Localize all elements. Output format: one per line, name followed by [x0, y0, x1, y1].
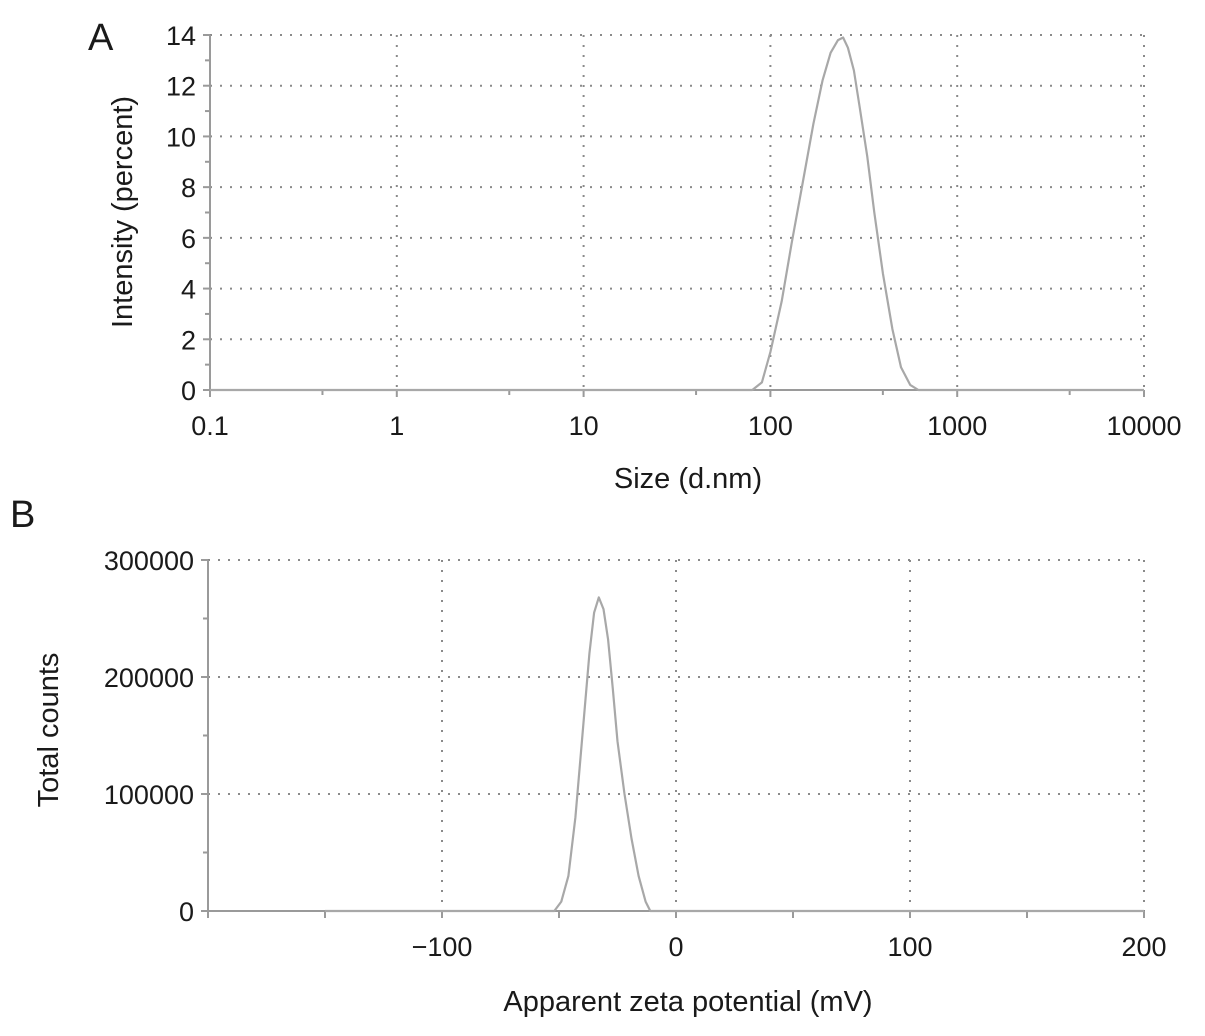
- panel-a-x-axis-title: Size (d.nm): [614, 463, 762, 495]
- panel-a-y-tick-label: 12: [166, 72, 196, 102]
- panel-b-grid: [208, 559, 1145, 911]
- panel-a-y-axis-title: Intensity (percent): [107, 96, 139, 328]
- panel-b-x-tick-label: 200: [1121, 932, 1166, 962]
- panel-b-axes: [201, 559, 1145, 918]
- panel-b: B −100 0 100 200 0 100000 200000 300000 Apparen…: [10, 494, 1167, 1018]
- panel-a-series-line: [210, 36, 1144, 392]
- panel-a-x-tick-label: 1000: [927, 411, 987, 441]
- panel-a-axes: [203, 34, 1145, 397]
- panel-b-label: B: [10, 494, 35, 536]
- panel-b-tick-labels: −100 0 100 200 0 100000 200000 300000: [104, 546, 1167, 962]
- panel-a-x-tick-label: 10000: [1106, 411, 1181, 441]
- panel-a-y-tick-label: 6: [181, 224, 196, 254]
- panel-b-x-axis-title: Apparent zeta potential (mV): [503, 986, 872, 1018]
- panel-a-label: A: [88, 17, 114, 59]
- panel-b-y-axis-title: Total counts: [33, 653, 65, 808]
- panel-b-x-tick-label: 0: [668, 932, 683, 962]
- panel-a-grid: [210, 34, 1145, 390]
- panel-a-x-tick-label: 0.1: [191, 411, 229, 441]
- panel-a-y-tick-label: 0: [181, 376, 196, 406]
- panel-b-x-tick-label: −100: [412, 932, 473, 962]
- panel-a: A 0.1 1 10 100 1000 10000 0 2 4 6 8 10 12 14 Size (d.…: [88, 17, 1182, 495]
- panel-b-y-tick-label: 100000: [104, 780, 194, 810]
- panel-a-x-tick-label: 100: [748, 411, 793, 441]
- panel-b-y-tick-label: 0: [179, 897, 194, 927]
- panel-b-x-tick-label: 100: [887, 932, 932, 962]
- panel-b-y-tick-label: 300000: [104, 546, 194, 576]
- panel-a-x-tick-label: 1: [389, 411, 404, 441]
- panel-a-tick-labels: 0.1 1 10 100 1000 10000 0 2 4 6 8 10 12 14: [166, 21, 1182, 441]
- panel-a-y-tick-label: 2: [181, 325, 196, 355]
- panel-a-y-tick-label: 10: [166, 122, 196, 152]
- panel-a-y-tick-label: 4: [181, 275, 196, 305]
- panel-b-series-line: [325, 596, 1144, 913]
- panel-a-y-tick-label: 8: [181, 173, 196, 203]
- panel-a-series: [210, 36, 1144, 392]
- panel-a-y-tick-label: 14: [166, 21, 196, 51]
- panel-b-y-tick-label: 200000: [104, 663, 194, 693]
- panel-b-series: [325, 596, 1144, 913]
- panel-a-x-tick-label: 10: [569, 411, 599, 441]
